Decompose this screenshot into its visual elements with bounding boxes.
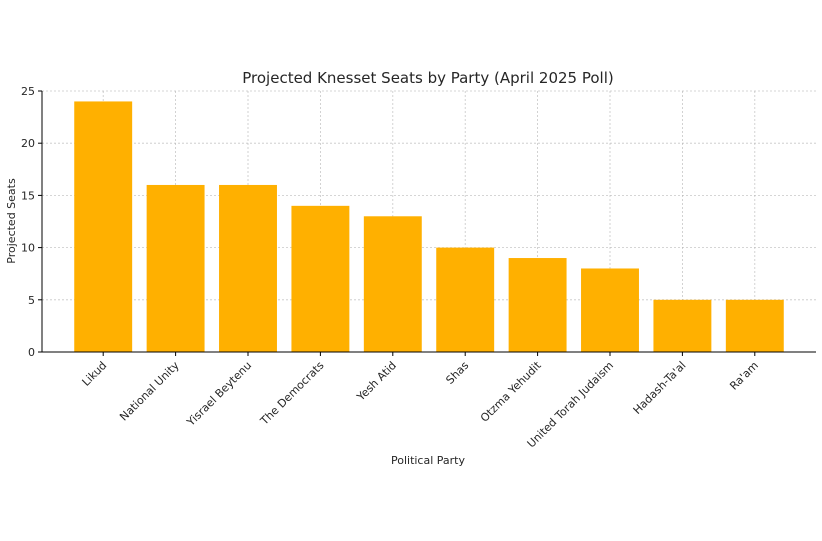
- x-tick-label-9: Ra'am: [727, 359, 761, 393]
- y-tick-label-0: 0: [28, 346, 35, 359]
- axes: [41, 91, 816, 353]
- y-tick-label-4: 20: [21, 137, 35, 150]
- bar-6: [508, 258, 567, 352]
- y-ticks: 0 5 10 15 20 25: [21, 85, 42, 359]
- y-tick-label-2: 10: [21, 242, 35, 255]
- x-tick-label-3: The Democrats: [257, 359, 326, 428]
- bar-7: [581, 268, 639, 352]
- bars: [74, 101, 784, 352]
- y-tick-label-3: 15: [21, 189, 35, 202]
- x-tick-label-5: Shas: [443, 359, 471, 387]
- x-tick-label-0: Likud: [80, 359, 110, 389]
- y-tick-label-5: 25: [21, 85, 35, 98]
- x-tick-label-2: Yisrael Beytenu: [184, 359, 254, 429]
- bar-4: [363, 216, 422, 352]
- bar-5: [436, 247, 495, 352]
- bar-2: [219, 184, 277, 352]
- y-tick-label-1: 5: [28, 294, 35, 307]
- x-tick-label-4: Yesh Atid: [354, 359, 399, 404]
- bar-9: [725, 299, 784, 352]
- bar-3: [291, 205, 350, 352]
- bar-0: [74, 101, 133, 352]
- chart-title: Projected Knesset Seats by Party (April …: [242, 69, 613, 87]
- y-axis-label: Projected Seats: [5, 178, 18, 264]
- bar-8: [653, 299, 712, 352]
- x-tick-label-1: National Unity: [117, 359, 182, 424]
- x-tick-label-6: Otzma Yehudit: [478, 358, 544, 424]
- x-axis-label: Political Party: [391, 454, 466, 467]
- x-ticks: Likud National Unity Yisrael Beytenu The De…: [80, 352, 761, 450]
- x-tick-label-8: Hadash-Ta'al: [631, 359, 689, 417]
- bar-1: [146, 184, 205, 352]
